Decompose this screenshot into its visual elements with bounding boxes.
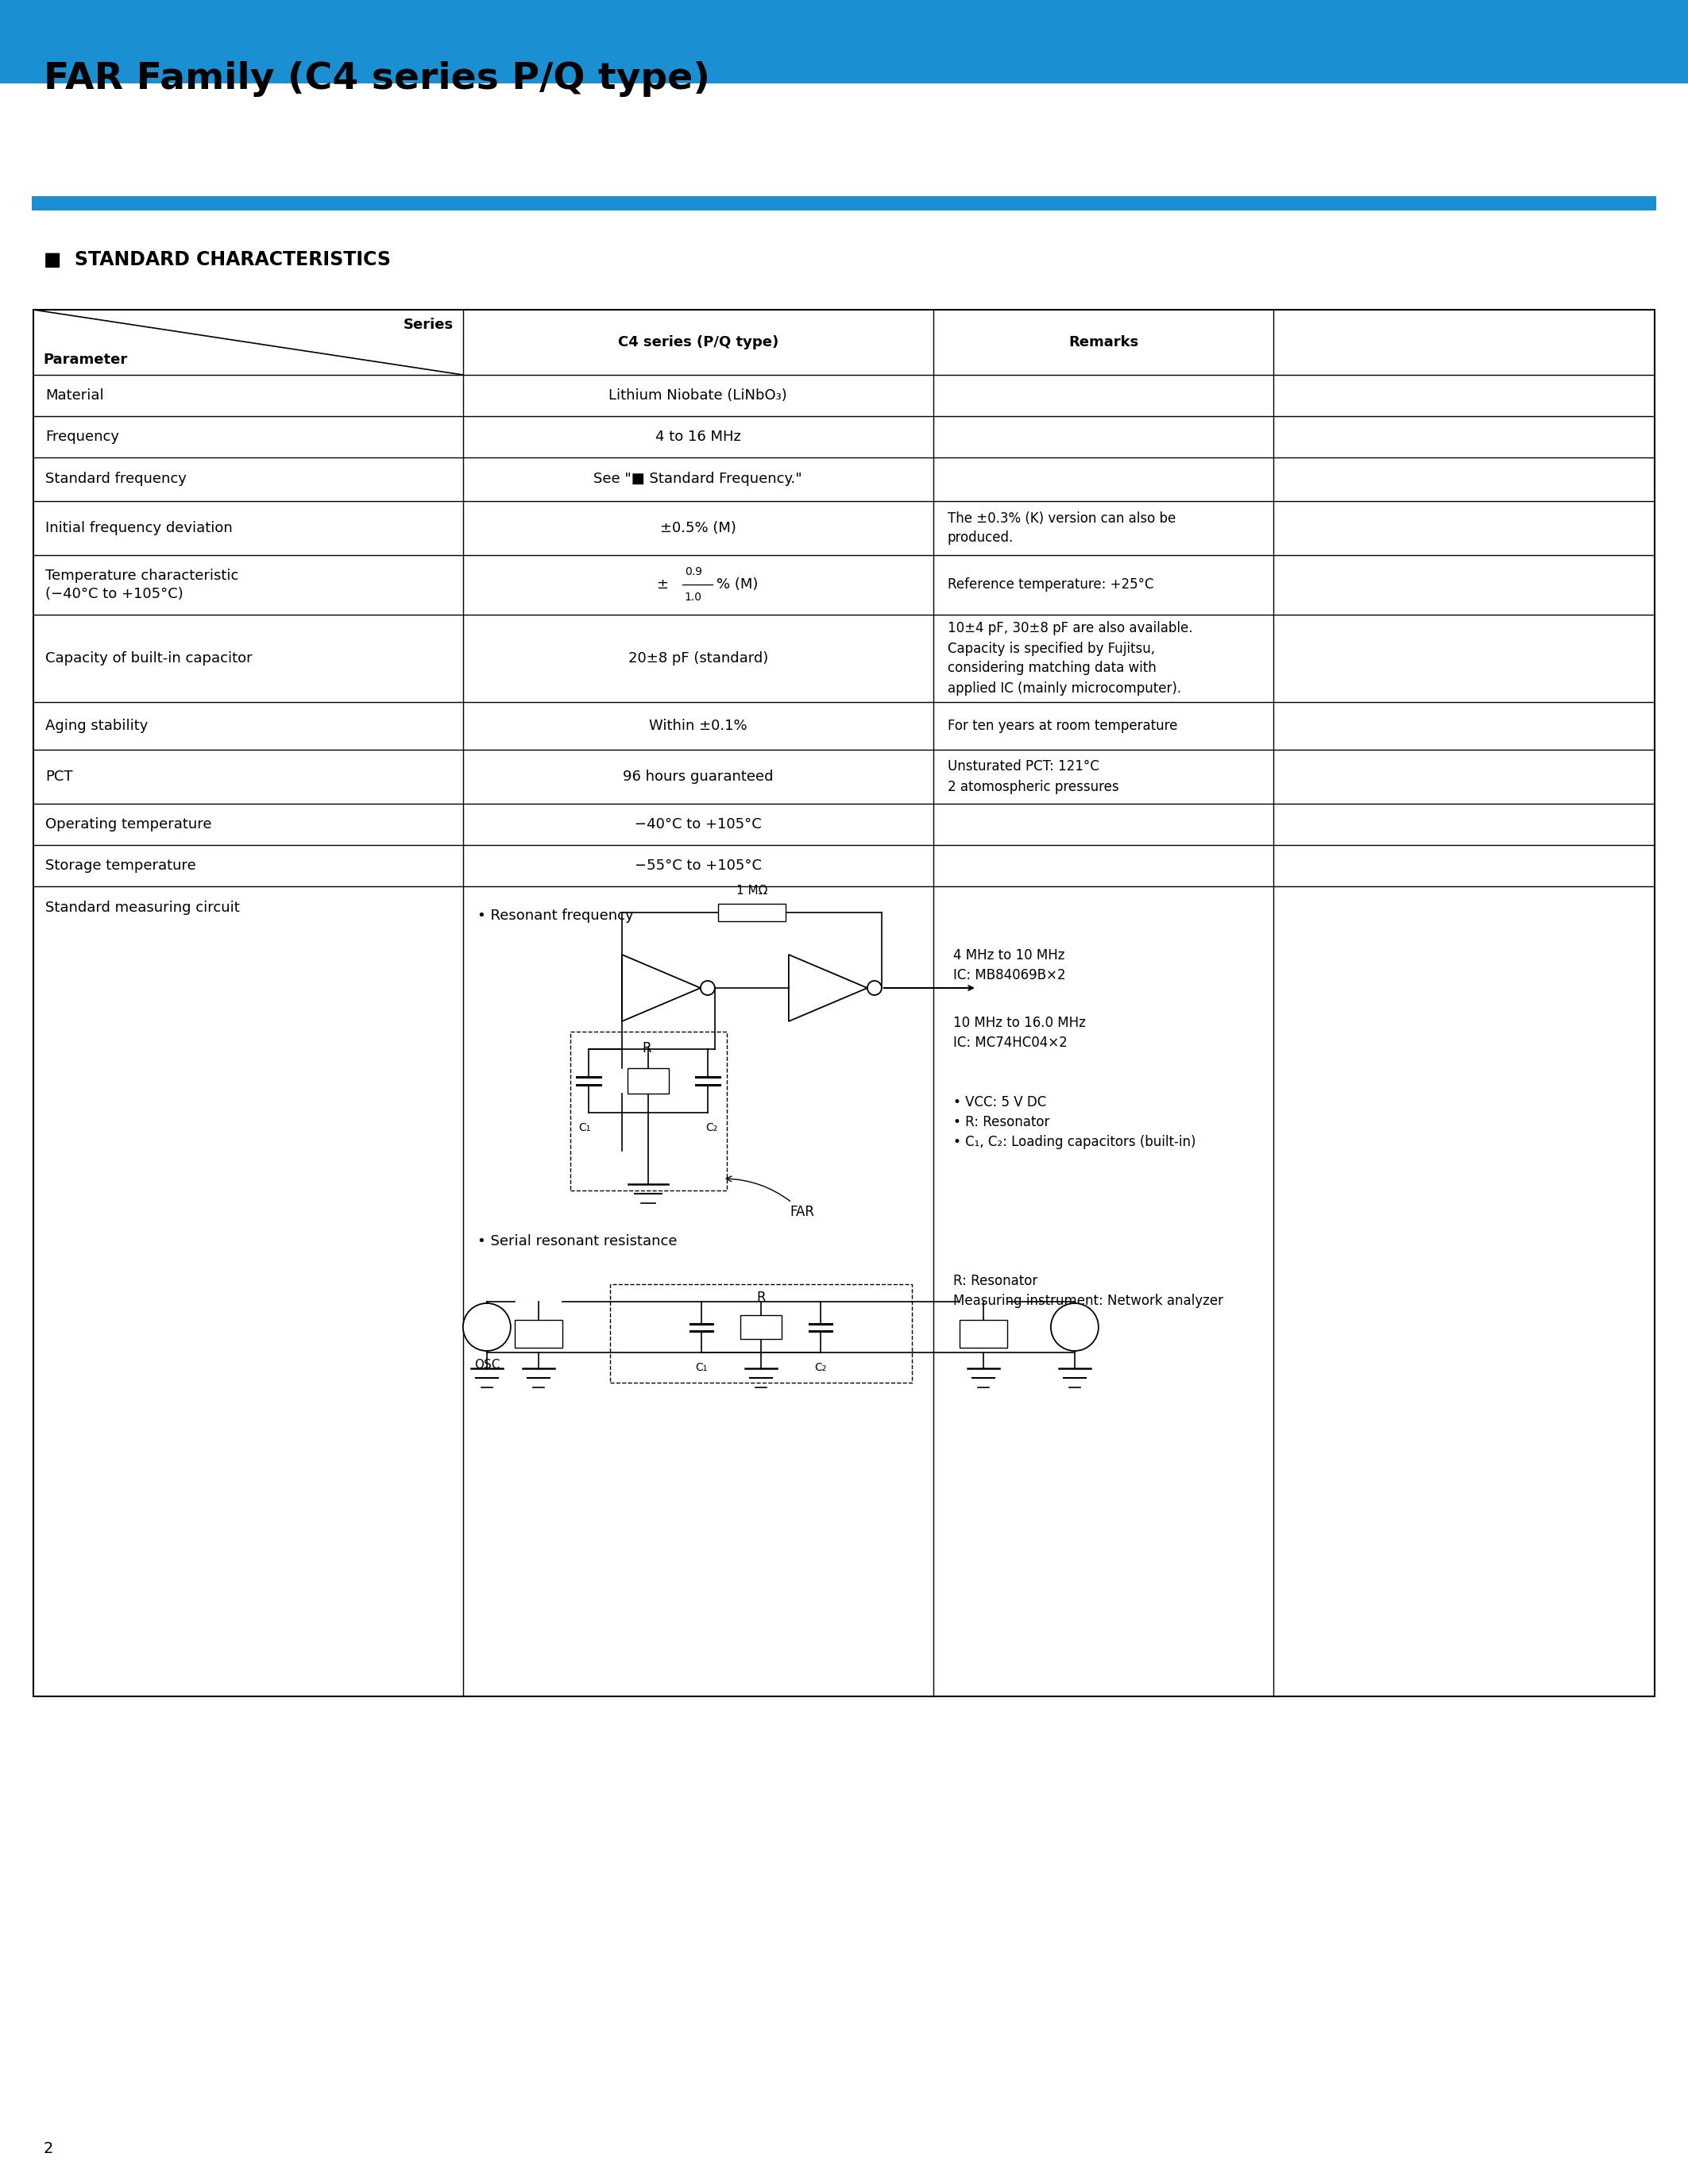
Text: • Serial resonant resistance: • Serial resonant resistance xyxy=(478,1234,677,1249)
Text: 1.0: 1.0 xyxy=(685,592,702,603)
Text: Material: Material xyxy=(46,389,103,402)
Text: The ±0.3% (K) version can also be
produced.: The ±0.3% (K) version can also be produc… xyxy=(947,511,1175,546)
Text: OSC: OSC xyxy=(474,1358,500,1372)
Text: For ten years at room temperature: For ten years at room temperature xyxy=(947,719,1177,734)
Text: Frequency: Frequency xyxy=(46,430,120,443)
Text: Within ±0.1%: Within ±0.1% xyxy=(648,719,748,734)
Text: R: R xyxy=(641,1042,652,1055)
Bar xyxy=(515,1319,562,1348)
Bar xyxy=(717,904,785,922)
Circle shape xyxy=(1052,1304,1099,1352)
Text: ~: ~ xyxy=(479,1319,495,1334)
Text: Temperature characteristic
(−40°C to +105°C): Temperature characteristic (−40°C to +10… xyxy=(46,568,238,601)
Text: C₂: C₂ xyxy=(706,1123,717,1133)
Text: R: Resonator
Measuring instrument: Network analyzer: R: Resonator Measuring instrument: Netwo… xyxy=(954,1273,1224,1308)
Text: % (M): % (M) xyxy=(716,579,758,592)
Text: FAR Family (C4 series P/Q type): FAR Family (C4 series P/Q type) xyxy=(44,61,711,98)
Text: 75 Ω: 75 Ω xyxy=(969,1328,998,1339)
Circle shape xyxy=(463,1304,511,1352)
Text: 2: 2 xyxy=(44,2140,54,2156)
Text: FAR: FAR xyxy=(726,1177,815,1219)
Text: PCT: PCT xyxy=(46,769,73,784)
Bar xyxy=(628,1068,668,1094)
Bar xyxy=(741,1315,782,1339)
Text: R: R xyxy=(756,1291,765,1304)
Text: ±0.5% (M): ±0.5% (M) xyxy=(660,522,736,535)
Text: Standard measuring circuit: Standard measuring circuit xyxy=(46,900,240,915)
Text: ±: ± xyxy=(657,579,668,592)
Text: 4 MHz to 10 MHz
IC: MB84069B×2: 4 MHz to 10 MHz IC: MB84069B×2 xyxy=(954,948,1065,983)
Text: 0.9: 0.9 xyxy=(685,566,702,579)
Text: See "■ Standard Frequency.": See "■ Standard Frequency." xyxy=(594,472,802,487)
Text: Standard frequency: Standard frequency xyxy=(46,472,187,487)
Text: Remarks: Remarks xyxy=(1069,334,1138,349)
Text: −55°C to +105°C: −55°C to +105°C xyxy=(635,858,761,874)
Text: C4 series (P/Q type): C4 series (P/Q type) xyxy=(618,334,778,349)
Text: C₂: C₂ xyxy=(814,1363,827,1374)
Text: LM: LM xyxy=(1065,1321,1084,1332)
Text: Aging stability: Aging stability xyxy=(46,719,149,734)
Text: C₁: C₁ xyxy=(695,1363,707,1374)
Text: 20±8 pF (standard): 20±8 pF (standard) xyxy=(628,651,768,666)
Text: 75 Ω: 75 Ω xyxy=(525,1328,552,1339)
Bar xyxy=(32,197,1656,210)
Text: Capacity of built-in capacitor: Capacity of built-in capacitor xyxy=(46,651,252,666)
Bar xyxy=(609,1284,912,1382)
Text: 10±4 pF, 30±8 pF are also available.
Capacity is specified by Fujitsu,
consideri: 10±4 pF, 30±8 pF are also available. Cap… xyxy=(947,622,1192,695)
Text: Lithium Niobate (LiNbO₃): Lithium Niobate (LiNbO₃) xyxy=(609,389,787,402)
Text: Unsturated PCT: 121°C
2 atomospheric pressures: Unsturated PCT: 121°C 2 atomospheric pre… xyxy=(947,760,1119,793)
Text: • VCC: 5 V DC
• R: Resonator
• C₁, C₂: Loading capacitors (built-in): • VCC: 5 V DC • R: Resonator • C₁, C₂: L… xyxy=(954,1094,1195,1149)
Text: C₁: C₁ xyxy=(579,1123,591,1133)
Text: 1 MΩ: 1 MΩ xyxy=(736,885,768,898)
Text: • Resonant frequency: • Resonant frequency xyxy=(478,909,633,924)
Text: Parameter: Parameter xyxy=(42,352,127,367)
Text: 96 hours guaranteed: 96 hours guaranteed xyxy=(623,769,773,784)
Text: Series: Series xyxy=(403,317,454,332)
Text: Storage temperature: Storage temperature xyxy=(46,858,196,874)
Bar xyxy=(959,1319,1008,1348)
Text: Operating temperature: Operating temperature xyxy=(46,817,211,832)
Text: Initial frequency deviation: Initial frequency deviation xyxy=(46,522,233,535)
Bar xyxy=(0,0,1688,83)
Text: ■  STANDARD CHARACTERISTICS: ■ STANDARD CHARACTERISTICS xyxy=(44,251,392,269)
Bar xyxy=(34,310,1654,1697)
Text: −40°C to +105°C: −40°C to +105°C xyxy=(635,817,761,832)
Text: Reference temperature: +25°C: Reference temperature: +25°C xyxy=(947,579,1153,592)
Bar xyxy=(571,1031,728,1190)
Text: 4 to 16 MHz: 4 to 16 MHz xyxy=(655,430,741,443)
Text: 10 MHz to 16.0 MHz
IC: MC74HC04×2: 10 MHz to 16.0 MHz IC: MC74HC04×2 xyxy=(954,1016,1085,1051)
